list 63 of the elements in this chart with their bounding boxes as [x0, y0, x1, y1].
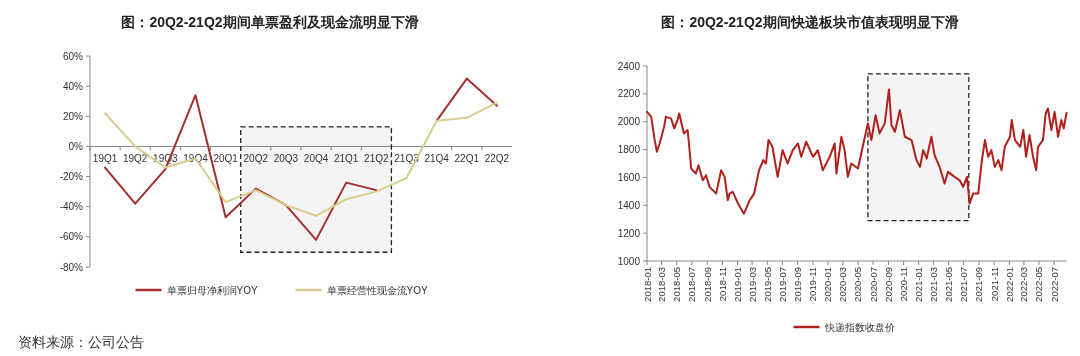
x-tick-label: 2018-01	[641, 267, 653, 302]
x-tick-label: 2020-09	[882, 267, 894, 302]
x-tick-label: 20Q2	[243, 153, 269, 165]
y-tick-label: 2000	[617, 116, 641, 128]
x-tick-label: 2020-01	[822, 267, 834, 302]
x-tick-label: 21Q1	[333, 153, 359, 165]
x-tick-label: 22Q2	[484, 153, 510, 165]
line-series	[646, 88, 1068, 215]
x-tick-label: 2018-05	[671, 267, 683, 302]
y-tick-label: 1800	[617, 144, 641, 156]
x-tick-label: 20Q1	[213, 153, 239, 165]
x-tick-label: 2021-07	[958, 267, 970, 302]
x-tick-label: 2019-01	[732, 267, 743, 302]
legend-label: 单票经营性现金流YOY	[326, 284, 428, 296]
x-tick-label: 2019-05	[761, 267, 773, 302]
x-tick-label: 21Q2	[364, 153, 390, 165]
x-tick-label: 2018-07	[686, 267, 698, 302]
x-tick-label: 2022-01	[1003, 267, 1015, 302]
x-tick-label: 2022-07	[1048, 267, 1060, 302]
x-tick-label: 19Q1	[92, 153, 118, 165]
y-tick-label: 20%	[62, 110, 84, 122]
x-tick-label: 21Q4	[424, 153, 450, 165]
x-tick-label: 19Q2	[122, 153, 148, 165]
y-tick-label: 1600	[617, 171, 641, 183]
x-tick-label: 2019-03	[746, 267, 758, 302]
x-tick-label: 2018-11	[716, 267, 728, 302]
x-tick-label: 2020-11	[898, 267, 910, 302]
x-tick-label: 2021-05	[942, 267, 954, 302]
legend-label: 单票归母净利润YOY	[166, 284, 258, 296]
y-tick-label: -80%	[59, 261, 84, 273]
x-tick-label: 21Q3	[394, 153, 420, 165]
y-tick-label: 1400	[617, 199, 641, 211]
x-tick-label: 2021-09	[973, 267, 985, 302]
x-tick-label: 2018-09	[701, 267, 713, 302]
x-tick-label: 2019-07	[776, 267, 788, 302]
y-tick-label: 1000	[617, 255, 641, 267]
x-tick-label: 2021-03	[927, 267, 939, 302]
chart-title: 图：20Q2-21Q2期间快递板块市值表现明显下滑	[661, 14, 959, 30]
y-tick-label: 40%	[62, 80, 84, 92]
y-tick-label: 2400	[617, 60, 641, 72]
x-tick-label: 2022-03	[1018, 267, 1030, 302]
legend-label: 快递指数收盘价	[823, 321, 895, 333]
x-tick-label: 2018-03	[656, 267, 668, 302]
y-tick-label: -40%	[59, 201, 84, 213]
y-tick-label: 2200	[617, 88, 641, 100]
x-tick-label: 2021-11	[988, 267, 1000, 302]
x-tick-label: 2019-11	[807, 267, 819, 302]
chart-title: 图：20Q2-21Q2期间单票盈利及现金流明显下滑	[121, 14, 419, 30]
x-tick-label: 2020-05	[852, 267, 864, 302]
x-tick-label: 2021-01	[913, 267, 925, 302]
x-tick-label: 20Q4	[303, 153, 329, 165]
x-tick-label: 20Q3	[273, 153, 299, 165]
y-tick-label: 0%	[68, 140, 84, 152]
y-tick-label: 1200	[617, 227, 641, 239]
x-tick-label: 2022-05	[1033, 267, 1045, 302]
x-tick-label: 22Q1	[454, 153, 480, 165]
x-tick-label: 2019-09	[792, 267, 804, 302]
x-tick-label: 2020-07	[867, 267, 879, 302]
text: 资料来源：公司公告	[18, 334, 144, 350]
x-tick-label: 2020-03	[837, 267, 849, 302]
y-tick-label: -20%	[59, 171, 84, 183]
y-tick-label: 60%	[62, 50, 84, 62]
y-tick-label: -60%	[59, 231, 84, 243]
